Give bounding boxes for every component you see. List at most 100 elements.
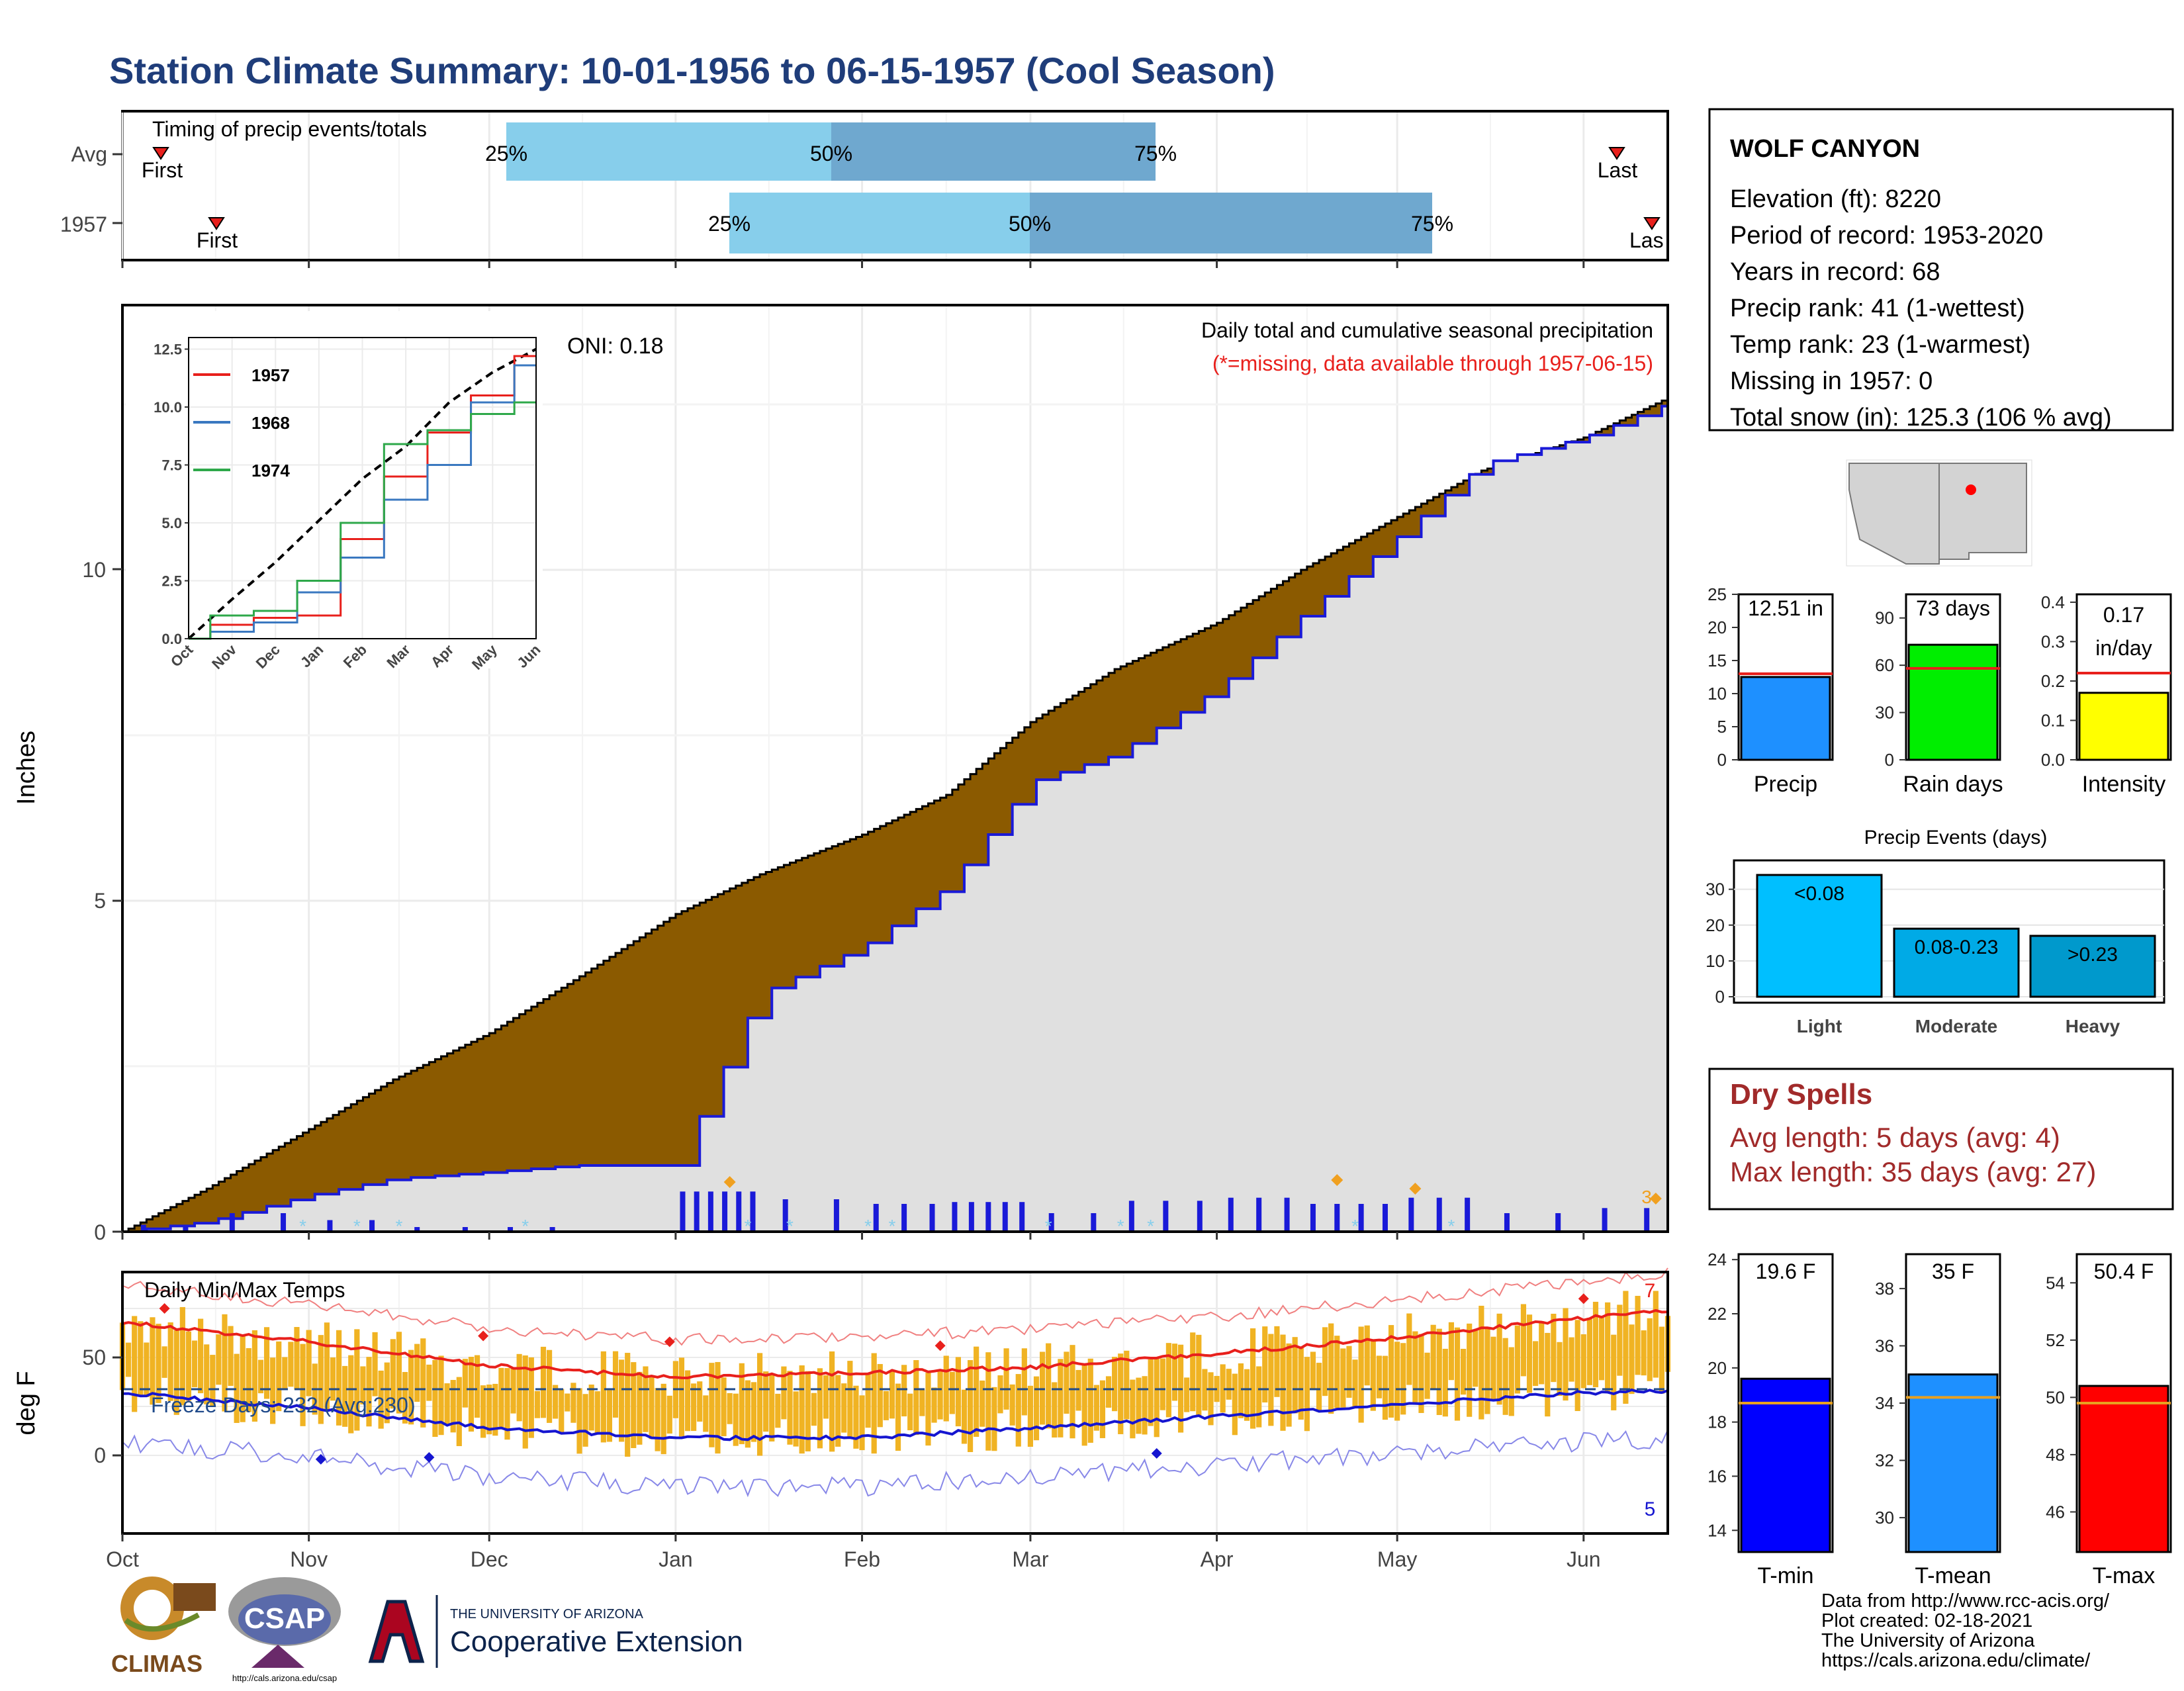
csap-logo: CSAP http://cals.arizona.edu/csap	[228, 1577, 341, 1683]
daily-precip-bar	[1310, 1204, 1316, 1232]
daily-temp-bar	[853, 1385, 859, 1449]
daily-temp-bar	[829, 1351, 835, 1452]
daily-temp-bar	[1598, 1317, 1605, 1381]
daily-precip-bar	[1256, 1197, 1262, 1232]
daily-temp-bar	[1244, 1369, 1250, 1421]
daily-temp-bar	[666, 1395, 672, 1434]
footer-line: Plot created: 02-18-2021	[1821, 1610, 2032, 1631]
avg-min-line	[122, 1388, 1668, 1441]
daily-temp-bar	[257, 1359, 264, 1394]
timing-avg-first-label: First	[142, 158, 183, 182]
daily-temp-bar	[1105, 1376, 1112, 1408]
daily-precip-bar	[1644, 1208, 1650, 1232]
daily-temp-bar	[1208, 1372, 1214, 1426]
precip-ylabel: Inches	[13, 731, 40, 805]
record-marker	[934, 1340, 946, 1351]
x-tick-label: Jun	[1567, 1547, 1601, 1571]
events-y-tick: 10	[1706, 951, 1725, 971]
daily-temp-bar	[1653, 1291, 1659, 1378]
daily-temp-bar	[456, 1377, 462, 1446]
daily-temp-bar	[841, 1383, 847, 1433]
daily-temp-bar	[1292, 1337, 1298, 1414]
event-category-label: Heavy	[2066, 1016, 2120, 1036]
temp-value-label: 50.4 F	[2094, 1259, 2154, 1283]
daily-precip-bar	[1382, 1204, 1388, 1232]
daily-temp-bar	[877, 1363, 883, 1428]
daily-temp-bar	[1340, 1348, 1346, 1408]
daily-temp-bar	[204, 1344, 210, 1404]
x-tick-label: Oct	[106, 1547, 139, 1571]
inset-legend-1957: 1957	[251, 365, 290, 385]
record-marker	[1578, 1293, 1589, 1304]
daily-temp-bar	[1118, 1353, 1124, 1434]
daily-temp-bar	[1015, 1374, 1021, 1447]
precip-events-chart: Precip Events (days) <0.08 0.08-0.23 >0.23…	[1706, 827, 2165, 1036]
locator-map	[1846, 459, 2032, 567]
mini-value-label: 12.51 in	[1748, 596, 1823, 620]
temp-value-label: 35 F	[1932, 1259, 1974, 1283]
precip-annotation-missing: (*=missing, data available through 1957-…	[1212, 351, 1653, 375]
timing-1957-first-label: First	[197, 228, 238, 252]
dry-spells-title: Dry Spells	[1730, 1078, 1872, 1111]
daily-temp-bar	[1611, 1334, 1617, 1410]
temp-y-tick: 24	[1707, 1250, 1727, 1269]
inset-y-tick: 12.5	[154, 342, 182, 358]
daily-temp-bar	[1635, 1295, 1641, 1375]
daily-temp-bar	[931, 1387, 937, 1423]
mini-category-label: Precip	[1754, 772, 1817, 797]
daily-temp-bar	[745, 1380, 751, 1448]
daily-temp-bar	[1406, 1313, 1412, 1385]
daily-temp-bar	[1454, 1327, 1461, 1421]
event-bar-label: <0.08	[1794, 883, 1844, 905]
daily-temp-bar	[697, 1381, 703, 1422]
mini-y-tick: 0	[1717, 750, 1727, 770]
daily-temp-bar	[1202, 1369, 1208, 1411]
daily-temp-bar	[288, 1342, 294, 1387]
daily-temp-bar	[1322, 1327, 1328, 1396]
daily-temp-bar	[372, 1332, 378, 1396]
record-marker	[478, 1330, 489, 1342]
daily-temp-bar	[222, 1314, 228, 1412]
mini-y-tick: 10	[1707, 684, 1727, 704]
daily-temp-bar	[179, 1306, 185, 1406]
mini-y-tick: 30	[1875, 703, 1894, 723]
events-y-tick: 20	[1706, 915, 1725, 935]
footer-line: Data from http://www.rcc-acis.org/	[1821, 1590, 2110, 1612]
daily-temp-bar	[895, 1383, 901, 1451]
daily-temp-bar	[1647, 1318, 1653, 1381]
daily-temp-bar	[1310, 1351, 1316, 1391]
event-bar-label: 0.08-0.23	[1915, 937, 1999, 958]
daily-temp-bar	[402, 1371, 408, 1424]
daily-temp-bar	[510, 1368, 516, 1414]
daily-temp-bar	[997, 1375, 1003, 1414]
daily-precip-bar	[1334, 1204, 1340, 1232]
daily-temp-bar	[138, 1321, 144, 1395]
csap-logo-text: CSAP	[244, 1602, 325, 1635]
ua-logo: THE UNIVERSITY OF ARIZONA Cooperative Ex…	[368, 1595, 743, 1668]
daily-temp-bar	[1226, 1369, 1232, 1400]
station-name: WOLF CANYON	[1730, 135, 1920, 163]
daily-temp-bar	[366, 1357, 372, 1427]
temp-value-label: 19.6 F	[1756, 1259, 1816, 1283]
daily-temp-bar	[1617, 1304, 1623, 1376]
daily-temp-bar	[1508, 1347, 1514, 1416]
daily-temp-bar	[1659, 1326, 1665, 1394]
mini-value-unit: in/day	[2095, 636, 2152, 660]
daily-temp-bar	[161, 1346, 167, 1378]
daily-temp-bar	[330, 1357, 336, 1401]
daily-precip-bar	[1197, 1201, 1203, 1232]
daily-temp-bar	[432, 1359, 438, 1438]
snow-marker: *	[864, 1216, 872, 1236]
timing-avg-75-label: 75%	[1134, 142, 1177, 165]
daily-temp-bar	[739, 1363, 745, 1445]
temp-bar-T-mean	[1907, 1373, 1999, 1553]
timing-avg-50-label: 50%	[810, 142, 852, 165]
daily-temp-bar	[396, 1332, 402, 1414]
daily-temp-bar	[1490, 1336, 1496, 1400]
daily-temp-bar	[835, 1375, 841, 1447]
daily-temp-bar	[1526, 1314, 1533, 1393]
daily-temp-bar	[390, 1339, 396, 1409]
daily-precip-bar	[1091, 1213, 1097, 1232]
mini-y-tick: 0.3	[2041, 631, 2065, 651]
event-bar-Light	[1756, 874, 1883, 998]
